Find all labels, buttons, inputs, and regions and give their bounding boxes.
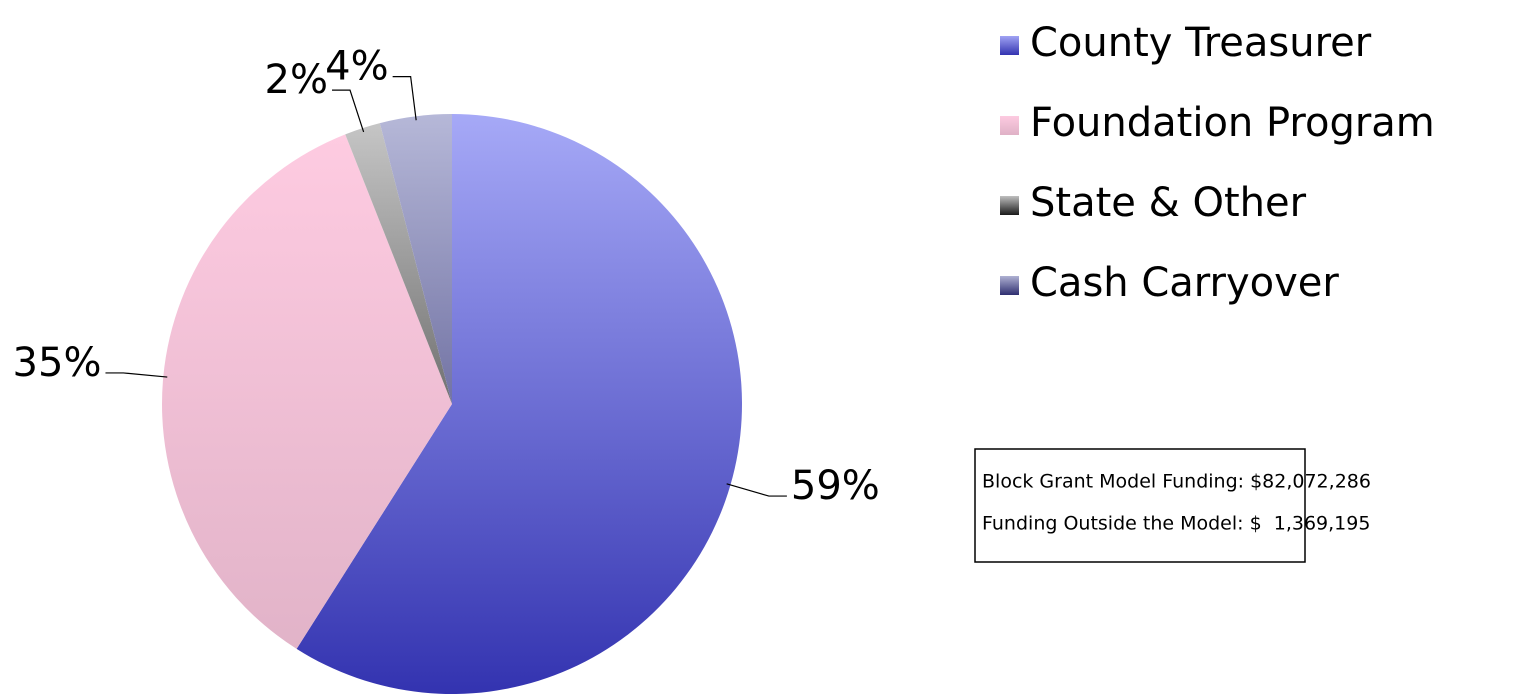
data-label: 35% (13, 340, 102, 386)
annotation: Block Grant Model Funding: $82,072,286 (982, 471, 1371, 493)
legend-swatch (1000, 276, 1019, 295)
legend-label: County Treasurer (1030, 20, 1372, 66)
data-label: 59% (791, 463, 880, 509)
pie-slice (296, 114, 742, 694)
legend-label: State & Other (1030, 180, 1307, 226)
legend-swatch (1000, 36, 1019, 55)
pie-slice (379, 114, 452, 404)
leader-line (392, 76, 417, 121)
legend-swatch (1000, 116, 1019, 135)
leader-line (726, 483, 787, 497)
leader-line (332, 89, 365, 133)
pie-slice (162, 134, 453, 649)
leader-line (105, 372, 168, 378)
legend-label: Foundation Program (1030, 100, 1435, 146)
legend-swatch (1000, 196, 1019, 215)
pie-slice (345, 123, 452, 404)
annotation: Funding Outside the Model: $ 1,369,195 (982, 513, 1370, 535)
data-label: 2% (265, 57, 328, 103)
data-label: 4% (325, 44, 388, 90)
legend-label: Cash Carryover (1030, 260, 1339, 306)
annotation-box (974, 448, 1306, 563)
